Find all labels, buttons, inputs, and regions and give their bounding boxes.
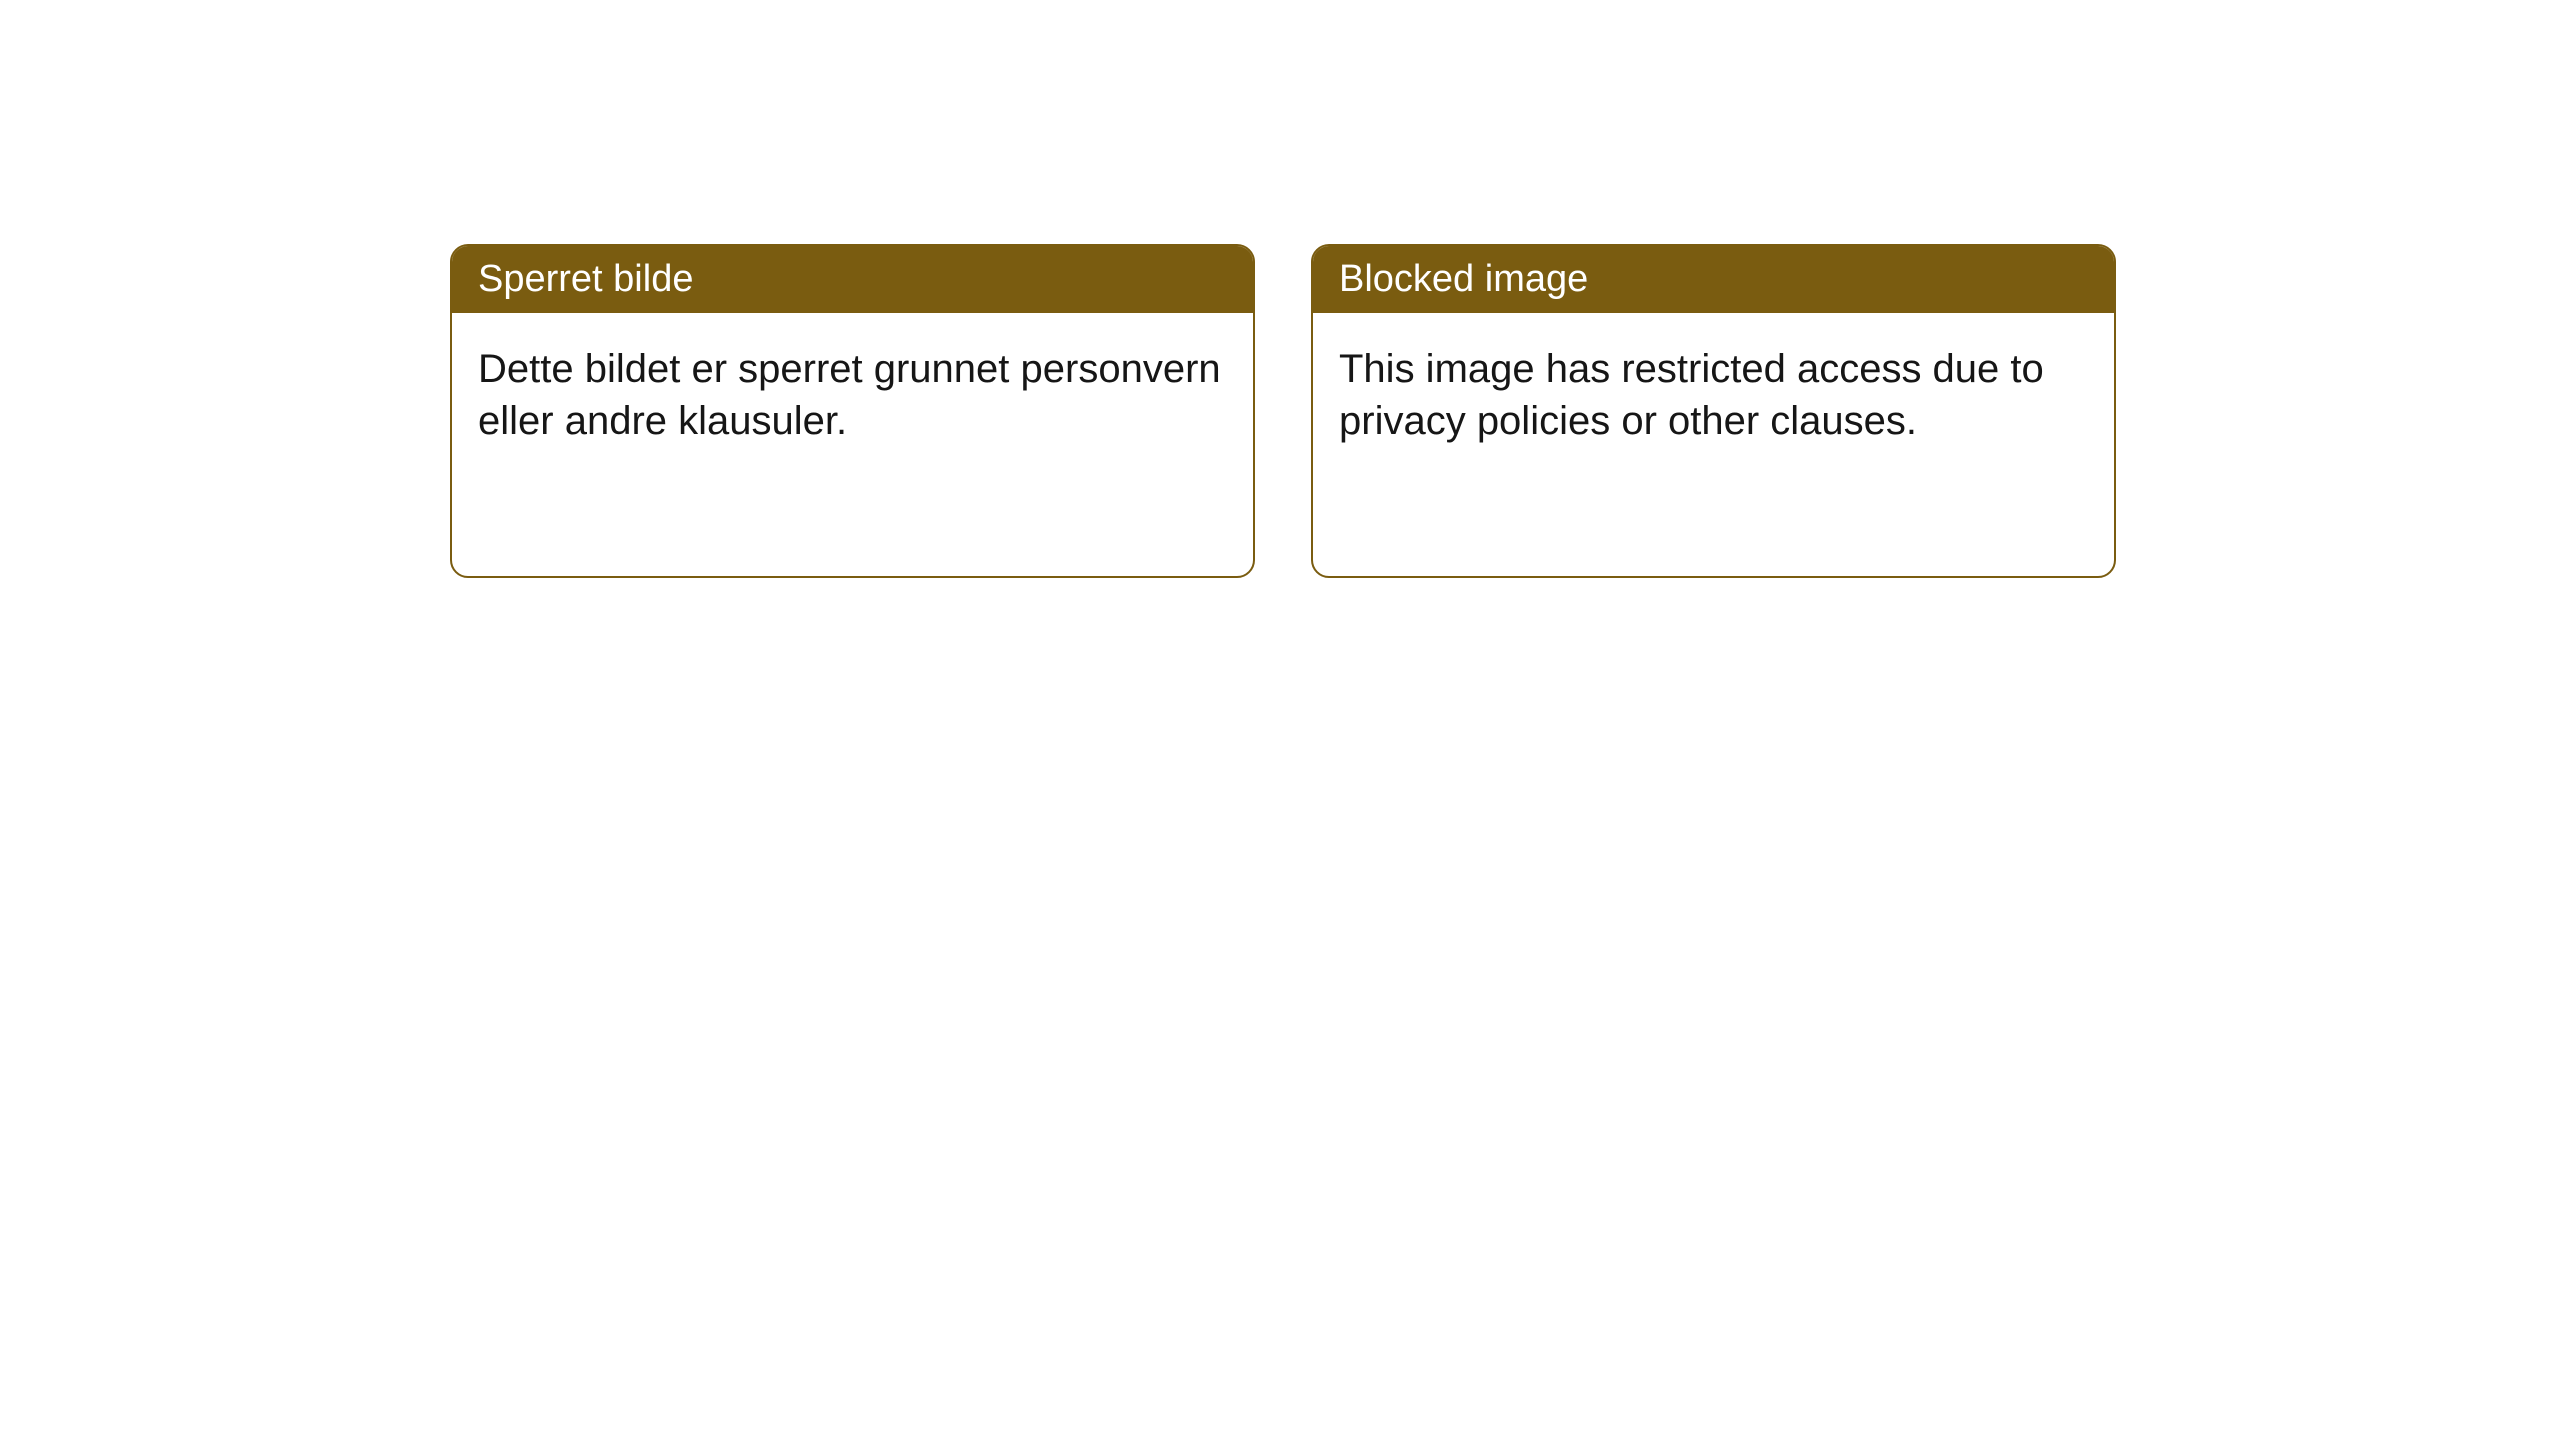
notice-card-english: Blocked image This image has restricted … [1311,244,2116,578]
notice-title: Sperret bilde [478,258,693,300]
notice-header: Sperret bilde [452,246,1253,313]
notice-body: Dette bildet er sperret grunnet personve… [452,313,1253,477]
notice-container: Sperret bilde Dette bildet er sperret gr… [0,0,2560,578]
notice-title: Blocked image [1339,258,1588,300]
notice-body-text: Dette bildet er sperret grunnet personve… [478,347,1221,443]
notice-header: Blocked image [1313,246,2114,313]
notice-body: This image has restricted access due to … [1313,313,2114,477]
notice-body-text: This image has restricted access due to … [1339,347,2044,443]
notice-card-norwegian: Sperret bilde Dette bildet er sperret gr… [450,244,1255,578]
